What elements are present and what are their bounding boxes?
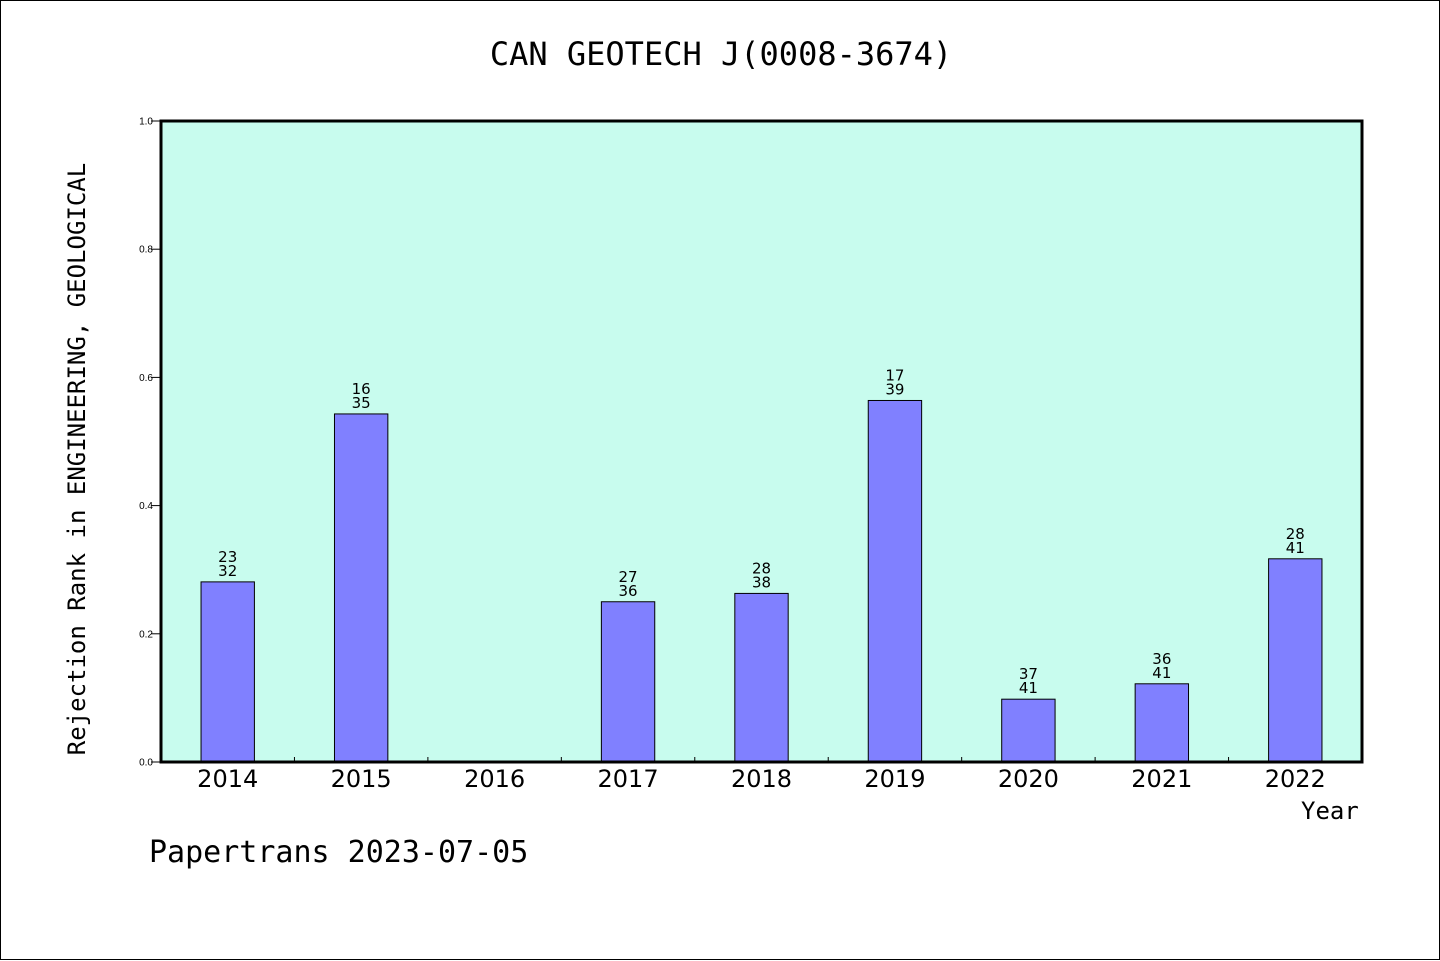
bar-label-top: 23 (218, 548, 237, 566)
bar-label-bottom: 35 (352, 394, 371, 412)
bar-label-top: 17 (885, 366, 904, 384)
bar-label-bottom: 39 (885, 380, 904, 398)
y-tick-label: 0.6 (139, 373, 153, 384)
x-tick-label: 2014 (197, 765, 258, 793)
bar-label-top: 28 (1286, 525, 1305, 543)
bar-label-top: 28 (752, 559, 771, 577)
x-tick-label: 2015 (331, 765, 392, 793)
x-tick-label: 2021 (1131, 765, 1192, 793)
bar-label-bottom: 41 (1152, 664, 1171, 682)
x-tick-label: 2017 (598, 765, 659, 793)
plot-border (159, 119, 1364, 764)
bar-label-top: 36 (1152, 650, 1171, 668)
x-axis-label: Year (1301, 797, 1359, 825)
bar-2021 (1134, 683, 1190, 763)
bar-2018 (734, 592, 789, 763)
y-tick-label: 0.4 (139, 501, 153, 512)
bar-label-bottom: 41 (1286, 539, 1305, 557)
bar-label-bottom: 32 (218, 562, 237, 580)
x-tick-label: 2016 (464, 765, 525, 793)
bar-2015 (333, 413, 389, 763)
x-tick-label: 2022 (1265, 765, 1326, 793)
y-tick-label: 0.2 (139, 629, 153, 640)
y-tick-label: 0.0 (139, 758, 153, 769)
x-tick-label: 2020 (998, 765, 1059, 793)
bar-2017 (600, 601, 656, 763)
x-tick-label: 2019 (864, 765, 925, 793)
bar-label-top: 16 (352, 380, 371, 398)
bar-label-bottom: 41 (1019, 679, 1038, 697)
bar-label-bottom: 38 (752, 573, 771, 591)
bar-label-top: 37 (1019, 665, 1038, 683)
bar-2020 (1001, 698, 1056, 763)
y-tick-label: 1.0 (139, 117, 153, 128)
bar-label-bottom: 36 (619, 582, 638, 600)
bar-2014 (200, 581, 255, 763)
bar-label-top: 27 (619, 568, 638, 586)
bar-2022 (1268, 558, 1323, 763)
footer-source-date: Papertrans 2023-07-05 (149, 835, 529, 870)
bar-2019 (867, 399, 923, 763)
x-tick-label: 2018 (731, 765, 792, 793)
y-tick-label: 0.8 (139, 245, 153, 256)
chart-title: CAN GEOTECH J(0008-3674) (489, 35, 953, 73)
